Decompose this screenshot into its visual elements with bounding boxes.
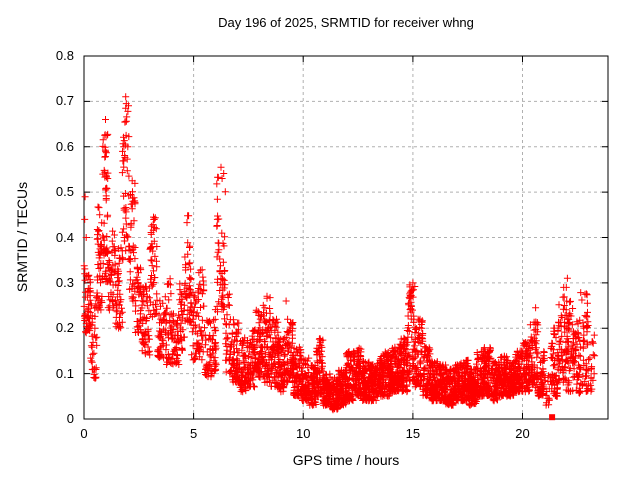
scatter-points (80, 93, 599, 414)
y-tick-label: 0.1 (55, 365, 74, 381)
x-tick-label: 5 (189, 426, 198, 441)
x-tick-label: 10 (296, 426, 311, 441)
y-tick-label: 0.3 (55, 274, 74, 290)
chart-title: Day 196 of 2025, SRMTID for receiver whn… (218, 15, 474, 30)
y-tick-label: 0 (66, 411, 74, 426)
y-tick-label: 0.6 (55, 138, 74, 154)
y-tick-label: 0.2 (55, 320, 74, 336)
y-tick-label: 0.7 (55, 93, 74, 109)
x-tick-label: 15 (405, 426, 421, 441)
x-axis-label: GPS time / hours (292, 452, 400, 468)
y-tick-label: 0.8 (55, 48, 74, 63)
square-marker (549, 414, 556, 421)
y-tick-label: 0.5 (55, 184, 74, 200)
x-tick-label: 20 (515, 426, 530, 441)
x-tick-label: 0 (80, 426, 88, 441)
y-tick-label: 0.4 (55, 229, 74, 245)
